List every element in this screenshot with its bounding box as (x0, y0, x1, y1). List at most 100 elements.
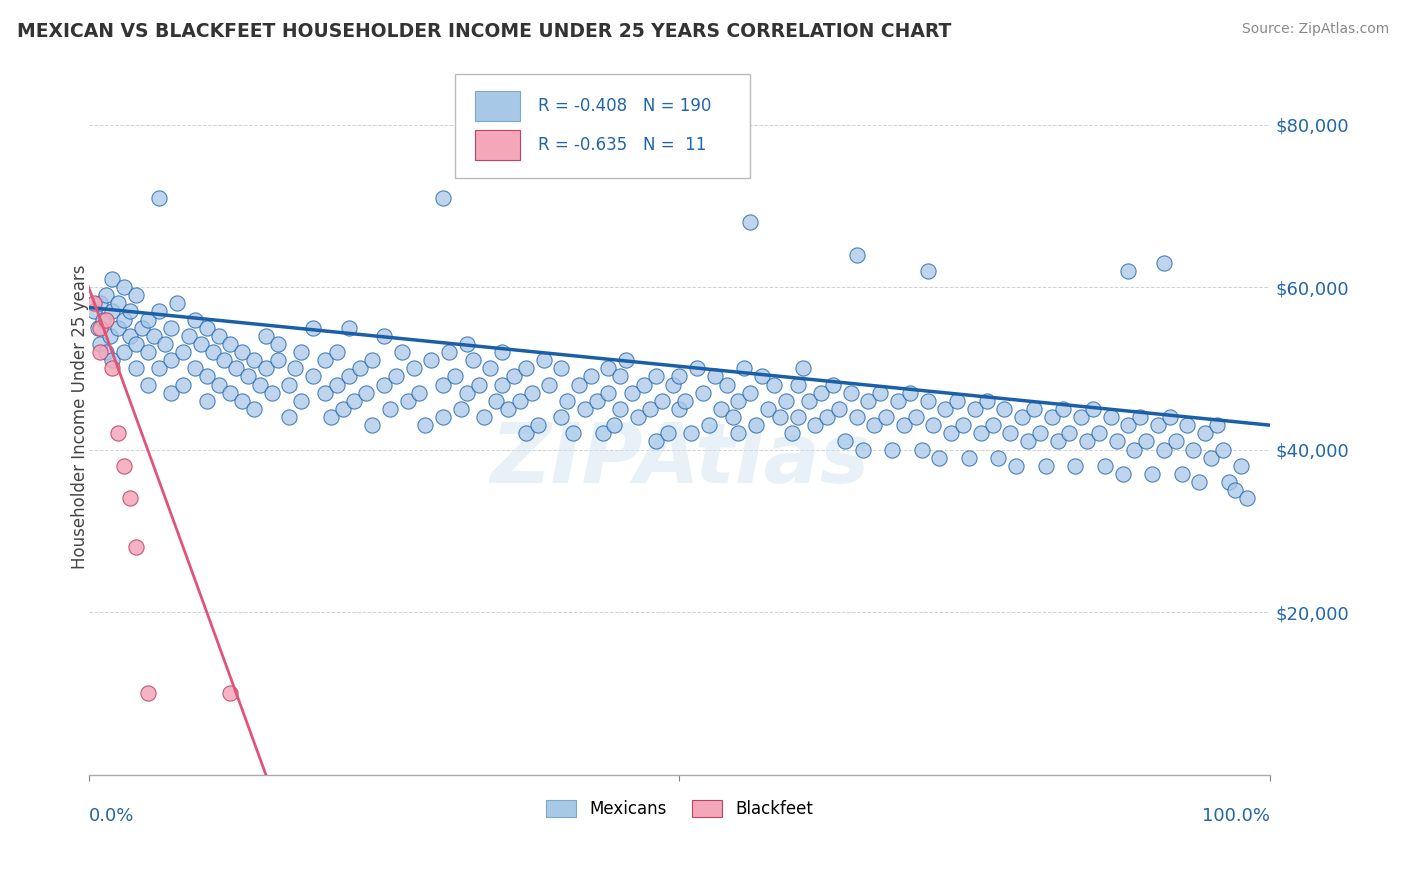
Point (550, 361, 572, 376)
Point (673, 393, 696, 408)
Point (96, 312, 118, 326)
Point (437, 345, 460, 359)
Point (579, 369, 602, 384)
Point (1123, 442, 1146, 457)
Point (538, 377, 561, 392)
Point (107, 320, 129, 334)
Point (373, 377, 395, 392)
Point (112, 312, 135, 326)
Point (432, 377, 454, 392)
Point (396, 393, 419, 408)
Point (692, 385, 714, 400)
Point (515, 361, 537, 376)
Point (1194, 426, 1216, 441)
Point (681, 426, 703, 441)
Point (904, 410, 927, 425)
Point (184, 361, 207, 376)
Point (231, 393, 253, 408)
Point (839, 385, 862, 400)
Point (509, 393, 531, 408)
Point (290, 393, 312, 408)
Point (1088, 426, 1111, 441)
Point (792, 361, 814, 376)
Point (337, 369, 360, 384)
Point (845, 247, 868, 261)
Point (243, 353, 266, 368)
Point (598, 385, 620, 400)
Point (946, 393, 969, 408)
Point (378, 401, 401, 416)
Point (354, 385, 377, 400)
Point (385, 369, 408, 384)
Point (1081, 401, 1104, 416)
Point (195, 320, 218, 334)
Point (745, 418, 768, 433)
Point (461, 353, 484, 368)
Point (526, 418, 548, 433)
Point (290, 345, 312, 359)
Point (496, 401, 519, 416)
Point (118, 491, 141, 506)
Point (1177, 418, 1199, 433)
Point (810, 385, 832, 400)
Point (1159, 410, 1181, 425)
Point (89, 337, 111, 351)
Point (727, 426, 749, 441)
Point (332, 401, 354, 416)
Point (1188, 475, 1211, 489)
Point (190, 337, 212, 351)
Point (828, 401, 851, 416)
Point (1059, 426, 1081, 441)
Point (101, 304, 124, 318)
Point (87, 320, 110, 334)
Point (148, 361, 170, 376)
Point (491, 377, 513, 392)
Point (668, 369, 690, 384)
Point (762, 377, 785, 392)
Point (112, 458, 135, 473)
Point (125, 337, 148, 351)
Point (786, 377, 808, 392)
Legend: Mexicans, Blackfeet: Mexicans, Blackfeet (540, 793, 820, 825)
Point (184, 312, 207, 326)
Point (302, 320, 325, 334)
Point (880, 442, 903, 457)
Point (160, 320, 183, 334)
Point (1153, 256, 1175, 270)
Point (107, 426, 129, 441)
Point (131, 320, 153, 334)
Point (1005, 458, 1028, 473)
Point (697, 418, 720, 433)
Point (125, 361, 148, 376)
Point (993, 401, 1015, 416)
Point (136, 686, 159, 700)
Point (142, 329, 165, 343)
Point (219, 385, 242, 400)
Point (101, 361, 124, 376)
Point (1135, 434, 1157, 449)
Point (503, 369, 526, 384)
FancyBboxPatch shape (475, 91, 520, 121)
Point (1182, 442, 1205, 457)
Point (934, 401, 956, 416)
Point (118, 304, 141, 318)
Point (555, 393, 578, 408)
Text: Source: ZipAtlas.com: Source: ZipAtlas.com (1241, 22, 1389, 37)
Point (260, 385, 283, 400)
Point (278, 410, 301, 425)
Point (89, 345, 111, 359)
Point (337, 320, 360, 334)
Point (112, 280, 135, 294)
Point (987, 450, 1010, 465)
Point (402, 361, 425, 376)
Point (266, 337, 288, 351)
Point (568, 377, 591, 392)
Point (668, 401, 690, 416)
Point (1206, 418, 1229, 433)
Point (910, 442, 932, 457)
Point (467, 377, 489, 392)
Point (851, 442, 873, 457)
Point (112, 345, 135, 359)
Point (941, 426, 963, 441)
Point (325, 345, 347, 359)
